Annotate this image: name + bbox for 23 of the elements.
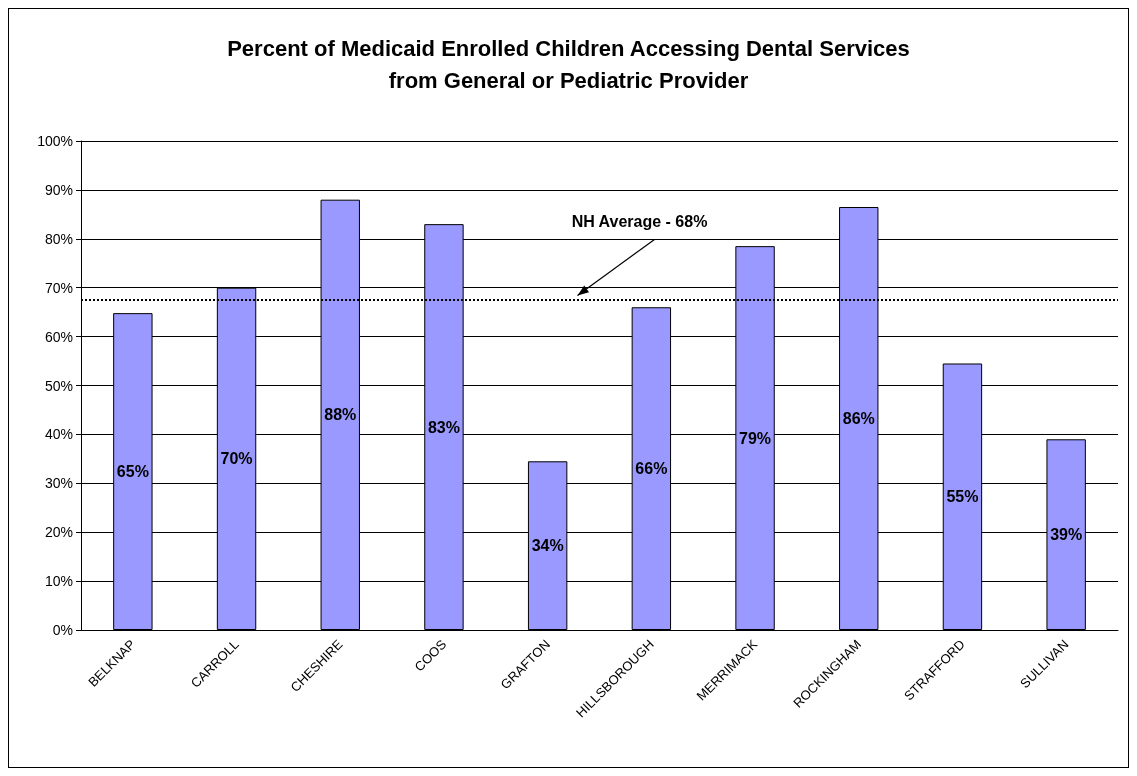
y-tick-label: 40%: [44, 426, 73, 443]
data-label: 65%: [116, 463, 149, 481]
data-label: 86%: [842, 410, 875, 428]
y-tick-label: 10%: [44, 573, 73, 590]
y-tick-label: 70%: [44, 279, 73, 296]
y-tick-label: 30%: [44, 475, 73, 492]
data-label: 83%: [427, 418, 460, 436]
y-tick-label: 20%: [44, 524, 73, 541]
data-label: 34%: [531, 537, 564, 555]
data-label: 88%: [324, 406, 357, 424]
data-label: 79%: [739, 429, 772, 447]
y-tick-label: 80%: [44, 230, 73, 247]
data-label: 70%: [220, 450, 253, 468]
y-tick-label: 50%: [44, 377, 73, 394]
y-tick-label: 90%: [44, 181, 73, 198]
data-label: 55%: [946, 488, 979, 506]
ref-line-label: NH Average - 68%: [571, 212, 708, 230]
data-label: 66%: [635, 460, 668, 478]
data-label: 39%: [1050, 526, 1083, 544]
y-tick-label: 0%: [52, 622, 73, 638]
chart-title: Percent of Medicaid Enrolled Children Accessing Dental Services from General or Pediatric Provider: [227, 35, 910, 93]
y-tick-label: 100%: [37, 133, 73, 149]
y-tick-label: 60%: [44, 328, 73, 345]
